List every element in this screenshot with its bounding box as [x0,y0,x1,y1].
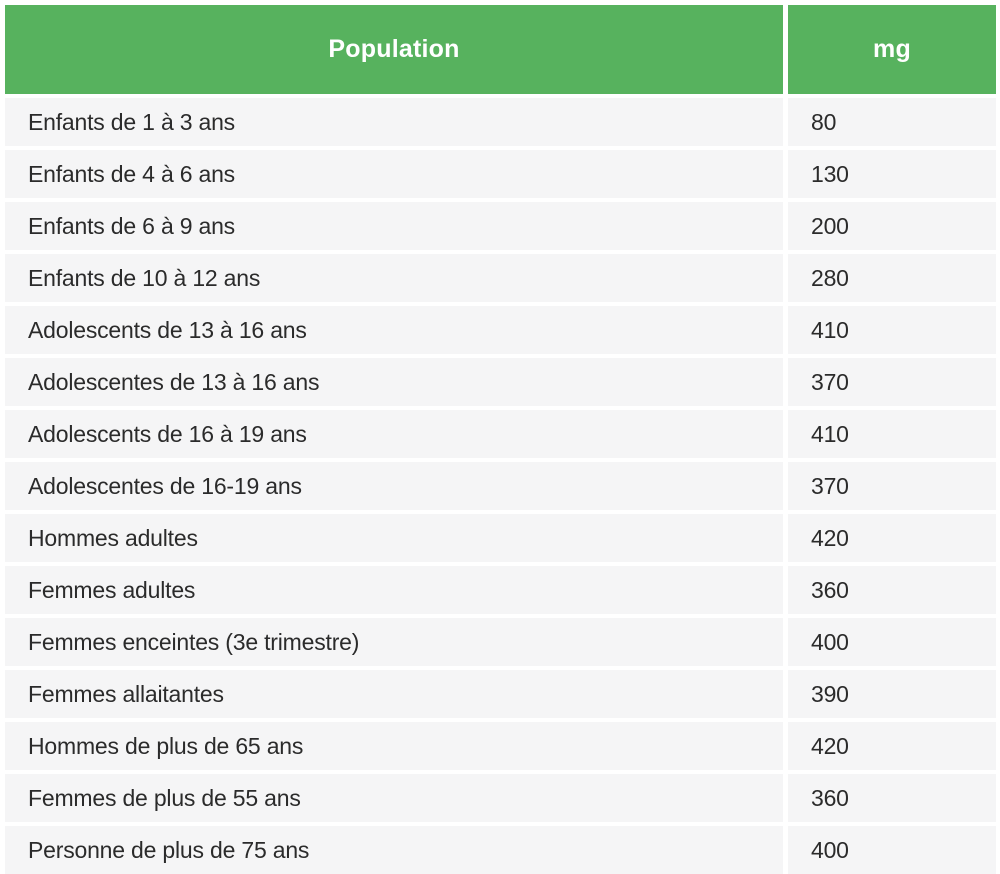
table-row: Adolescentes de 13 à 16 ans 370 [5,358,996,406]
population-cell: Hommes de plus de 65 ans [5,722,783,770]
population-cell: Adolescentes de 13 à 16 ans [5,358,783,406]
mg-cell: 80 [788,98,996,146]
table-row: Enfants de 6 à 9 ans 200 [5,202,996,250]
table-row: Femmes adultes 360 [5,566,996,614]
mg-cell: 130 [788,150,996,198]
table-row: Adolescents de 16 à 19 ans 410 [5,410,996,458]
mg-cell: 400 [788,826,996,874]
table-row: Enfants de 1 à 3 ans 80 [5,98,996,146]
table-row: Femmes de plus de 55 ans 360 [5,774,996,822]
table-row: Hommes adultes 420 [5,514,996,562]
mg-cell: 360 [788,566,996,614]
table-row: Hommes de plus de 65 ans 420 [5,722,996,770]
table-header-row: Population mg [5,5,996,94]
mg-cell: 410 [788,306,996,354]
population-cell: Femmes de plus de 55 ans [5,774,783,822]
population-cell: Femmes allaitantes [5,670,783,718]
mg-cell: 420 [788,722,996,770]
mg-cell: 370 [788,358,996,406]
mg-cell: 370 [788,462,996,510]
population-cell: Adolescents de 16 à 19 ans [5,410,783,458]
population-cell: Enfants de 6 à 9 ans [5,202,783,250]
column-header-mg: mg [788,5,996,94]
population-cell: Adolescentes de 16-19 ans [5,462,783,510]
population-cell: Femmes enceintes (3e trimestre) [5,618,783,666]
mg-cell: 360 [788,774,996,822]
mg-cell: 420 [788,514,996,562]
population-cell: Hommes adultes [5,514,783,562]
column-header-population: Population [5,5,783,94]
table-row: Enfants de 10 à 12 ans 280 [5,254,996,302]
population-cell: Enfants de 1 à 3 ans [5,98,783,146]
population-cell: Femmes adultes [5,566,783,614]
table-row: Femmes allaitantes 390 [5,670,996,718]
table-row: Adolescentes de 16-19 ans 370 [5,462,996,510]
mg-cell: 400 [788,618,996,666]
population-cell: Adolescents de 13 à 16 ans [5,306,783,354]
table-row: Enfants de 4 à 6 ans 130 [5,150,996,198]
table-row: Adolescents de 13 à 16 ans 410 [5,306,996,354]
table-row: Personne de plus de 75 ans 400 [5,826,996,874]
mg-cell: 200 [788,202,996,250]
mg-cell: 280 [788,254,996,302]
population-cell: Personne de plus de 75 ans [5,826,783,874]
mg-cell: 390 [788,670,996,718]
table-row: Femmes enceintes (3e trimestre) 400 [5,618,996,666]
population-cell: Enfants de 4 à 6 ans [5,150,783,198]
mg-cell: 410 [788,410,996,458]
population-cell: Enfants de 10 à 12 ans [5,254,783,302]
